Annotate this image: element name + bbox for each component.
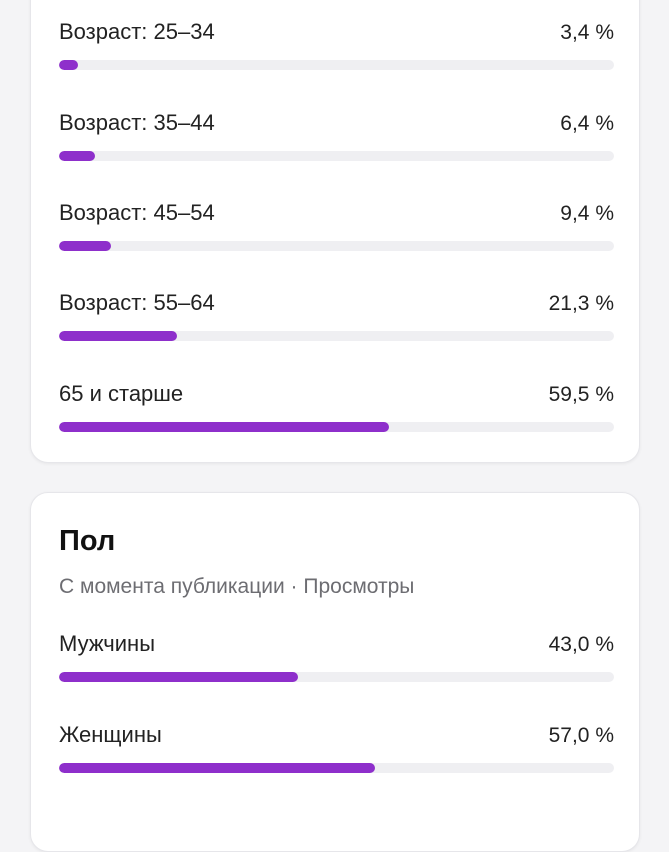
gender-card: Пол С момента публикации · Просмотры Муж…	[30, 492, 640, 852]
age-progress-track	[59, 422, 614, 432]
age-row-value: 9,4 %	[560, 202, 614, 225]
age-progress-track	[59, 241, 614, 251]
age-row-45-54: Возраст: 45–54 9,4 %	[59, 200, 614, 251]
age-row-label: Возраст: 25–34	[59, 19, 215, 44]
gender-row-value: 43,0 %	[548, 633, 614, 656]
age-row-value: 3,4 %	[560, 21, 614, 44]
section-title: Пол	[59, 525, 116, 557]
gender-progress-track	[59, 763, 614, 773]
age-row-label: Возраст: 45–54	[59, 200, 215, 225]
age-progress-fill	[59, 60, 78, 70]
section-subtitle: С момента публикации · Просмотры	[59, 575, 415, 598]
age-card: Возраст: 25–34 3,4 % Возраст: 35–44 6,4 …	[30, 0, 640, 463]
age-progress-fill	[59, 422, 390, 432]
gender-row-female: Женщины 57,0 %	[59, 722, 614, 773]
age-row-35-44: Возраст: 35–44 6,4 %	[59, 110, 614, 161]
age-row-label: Возраст: 35–44	[59, 110, 215, 135]
gender-row-male: Мужчины 43,0 %	[59, 631, 614, 682]
age-progress-track	[59, 60, 614, 70]
age-row-label: 65 и старше	[59, 381, 184, 406]
age-progress-fill	[59, 331, 178, 341]
age-progress-fill	[59, 241, 112, 251]
gender-progress-fill	[59, 763, 376, 773]
age-row-label: Возраст: 55–64	[59, 290, 215, 315]
age-row-65-plus: 65 и старше 59,5 %	[59, 381, 614, 432]
age-row-value: 21,3 %	[548, 292, 614, 315]
age-row-25-34: Возраст: 25–34 3,4 %	[59, 19, 614, 70]
age-row-value: 6,4 %	[560, 112, 614, 135]
gender-progress-fill	[59, 672, 298, 682]
gender-row-label: Мужчины	[59, 631, 156, 656]
age-row-55-64: Возраст: 55–64 21,3 %	[59, 290, 614, 341]
age-progress-track	[59, 151, 614, 161]
gender-progress-track	[59, 672, 614, 682]
age-progress-fill	[59, 151, 95, 161]
gender-row-value: 57,0 %	[548, 724, 614, 747]
gender-row-label: Женщины	[59, 722, 162, 747]
age-row-value: 59,5 %	[548, 383, 614, 406]
age-progress-track	[59, 331, 614, 341]
